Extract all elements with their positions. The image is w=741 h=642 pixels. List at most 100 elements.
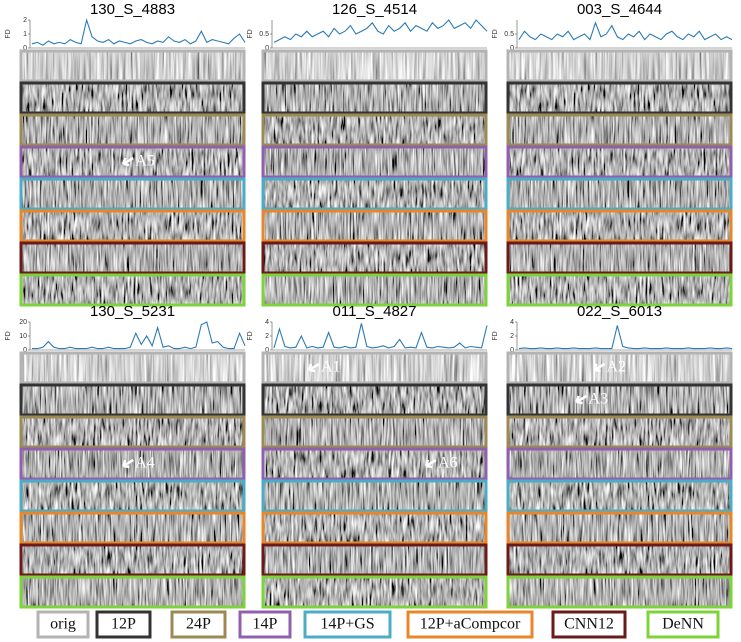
carpet-plot (509, 116, 730, 144)
carpet-frame (506, 511, 733, 545)
carpet-plot (264, 546, 485, 574)
carpet-frame (19, 351, 246, 385)
y-tick-label: 0 (265, 45, 269, 52)
annotation-arrow (122, 156, 134, 167)
carpet-frame (261, 113, 488, 147)
carpet-plot (509, 276, 730, 304)
carpet-plot (264, 386, 485, 414)
carpet-frame (261, 81, 488, 115)
fd-trace (518, 325, 733, 350)
carpet-frame (19, 81, 246, 115)
carpet-frame (261, 273, 488, 307)
annotation-label: A2 (607, 359, 627, 376)
carpet-plot (22, 546, 243, 574)
carpet-frame (19, 575, 246, 609)
carpet-frame (19, 479, 246, 513)
y-tick-label: 20 (19, 319, 27, 326)
carpet-plot (22, 52, 243, 80)
carpet-frame (261, 351, 488, 385)
carpet-frame (506, 575, 733, 609)
y-tick-label: 2 (23, 17, 27, 24)
legend-label: 14P (253, 616, 278, 633)
carpet-plot (509, 578, 730, 606)
carpet-frame (506, 113, 733, 147)
y-tick-label: 0 (23, 45, 27, 52)
panel-title: 126_S_4514 (332, 1, 417, 18)
fd-trace (273, 323, 488, 349)
carpet-frame (506, 177, 733, 211)
carpet-plot (22, 180, 243, 208)
legend-label: 12P (111, 616, 136, 633)
y-tick-label: 4 (265, 319, 269, 326)
carpet-plot (509, 354, 730, 382)
carpet-plot (22, 482, 243, 510)
carpet-plot (22, 148, 243, 176)
carpet-frame (261, 209, 488, 243)
carpet-frame (19, 49, 246, 83)
carpet-frame (261, 511, 488, 545)
carpet-plot (509, 482, 730, 510)
carpet-plot (22, 244, 243, 272)
carpet-frame (506, 383, 733, 417)
carpet-plot (22, 386, 243, 414)
carpet-frame (19, 511, 246, 545)
carpet-frame (261, 543, 488, 577)
carpet-frame (19, 241, 246, 275)
carpet-plot (509, 52, 730, 80)
legend-box (95, 610, 152, 639)
carpet-frame (19, 543, 246, 577)
annotation-label: A4 (135, 455, 155, 472)
carpet-plot (22, 418, 243, 446)
fd-axis-label: FD (492, 331, 499, 340)
panel-title: 022_S_6013 (577, 303, 662, 320)
legend-box (303, 610, 392, 639)
carpet-frame (506, 479, 733, 513)
y-tick-label: 2 (265, 333, 269, 340)
y-tick-label: 1 (23, 31, 27, 38)
carpet-plot (264, 578, 485, 606)
carpet-plot (264, 212, 485, 240)
fd-trace (32, 321, 246, 350)
annotation-label: A6 (438, 455, 458, 472)
carpet-frame (506, 209, 733, 243)
y-tick-label: 2 (510, 333, 514, 340)
fd-axis-label: FD (492, 29, 499, 38)
annotation-arrow (424, 458, 437, 469)
legend-box (238, 610, 292, 639)
carpet-frame (506, 241, 733, 275)
carpet-frame (19, 383, 246, 417)
carpet-plot (22, 450, 243, 478)
carpet-plot (264, 52, 485, 80)
fd-trace (518, 21, 733, 41)
carpet-plot (22, 276, 243, 304)
carpet-frame (506, 81, 733, 115)
fd-axis-label: FD (5, 29, 12, 38)
carpet-frame (19, 273, 246, 307)
y-tick-label: 0.5 (504, 31, 514, 38)
annotation-label: A5 (135, 153, 155, 170)
carpet-plot (509, 546, 730, 574)
carpet-plot (264, 514, 485, 542)
carpet-frame (506, 543, 733, 577)
annotation-arrow (575, 394, 588, 405)
annotation-label: A3 (589, 391, 609, 408)
carpet-plot (264, 482, 485, 510)
carpet-frame (261, 479, 488, 513)
carpet-plot (509, 514, 730, 542)
fd-trace (31, 17, 246, 46)
carpet-frame (506, 351, 733, 385)
y-tick-label: 0 (510, 347, 514, 354)
panel-title: 130_S_4883 (90, 1, 175, 18)
carpet-plot (509, 244, 730, 272)
carpet-frame (19, 113, 246, 147)
carpet-frame (261, 447, 488, 481)
carpet-frame (19, 209, 246, 243)
panel-title: 003_S_4644 (577, 1, 662, 18)
carpet-plot (264, 244, 485, 272)
carpet-frame (261, 241, 488, 275)
carpet-plot (264, 180, 485, 208)
carpet-frame (506, 415, 733, 449)
carpet-plot (22, 212, 243, 240)
annotation-arrow (122, 458, 134, 469)
carpet-plot (509, 418, 730, 446)
